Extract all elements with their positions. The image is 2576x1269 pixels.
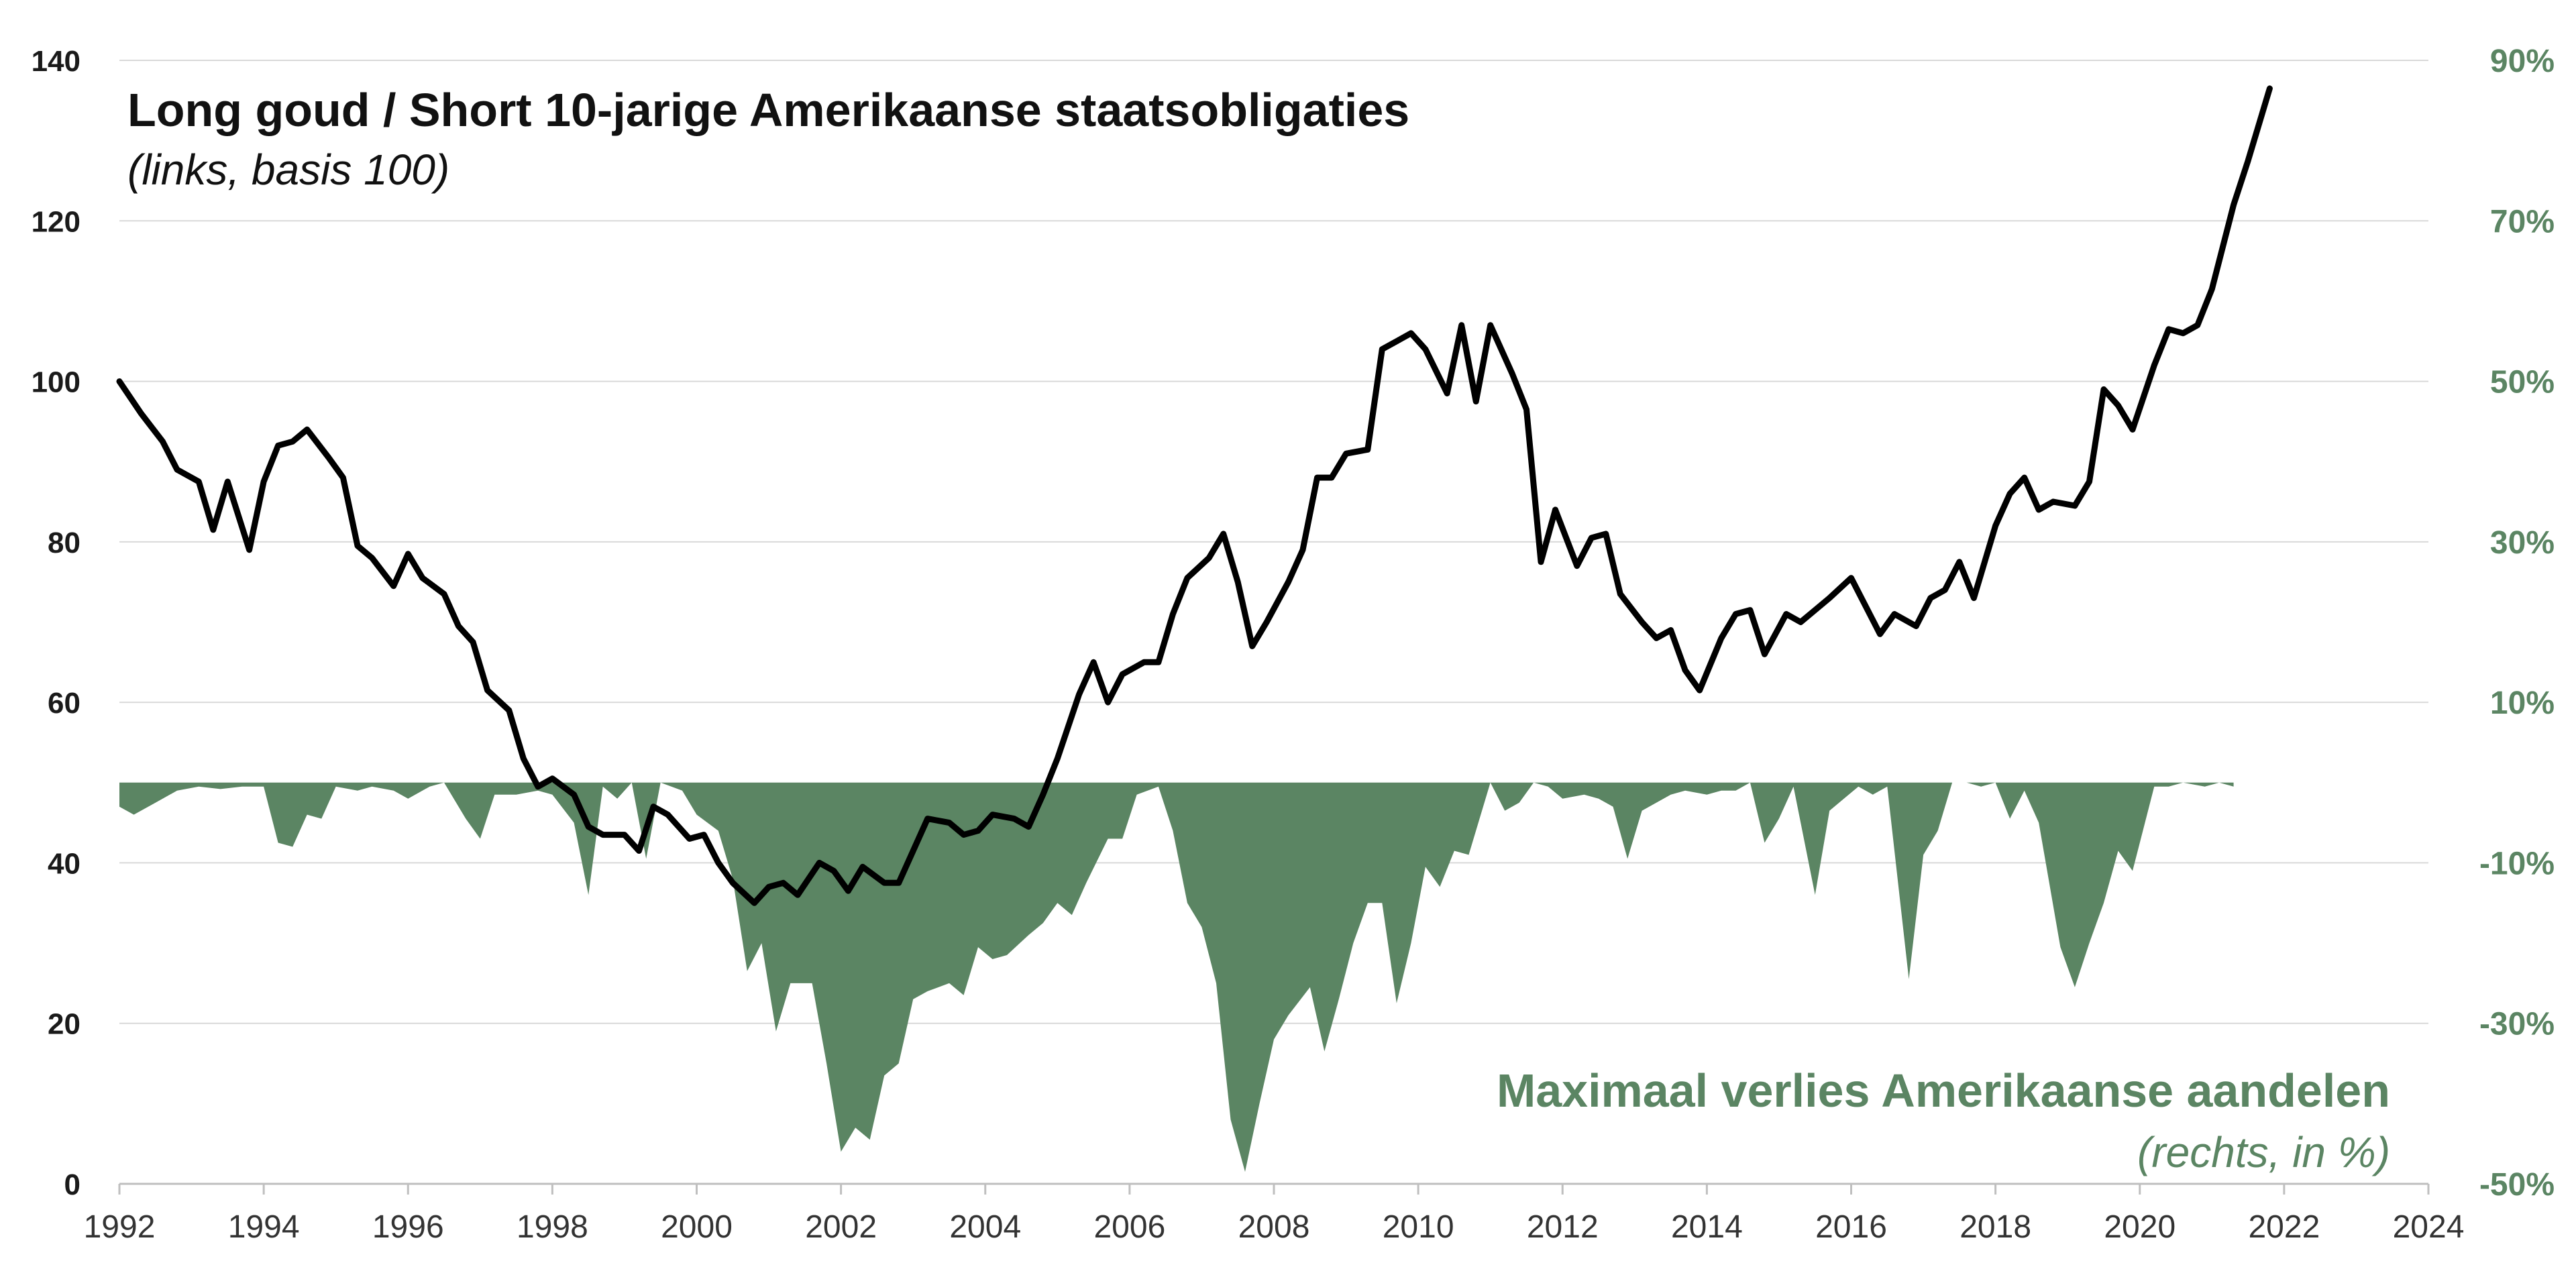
chart-subtitle: (links, basis 100) (127, 146, 449, 194)
y-right-tick-label: 10% (2490, 685, 2555, 721)
y-left-tick-label: 0 (64, 1168, 80, 1201)
y-right-tick-label: -50% (2479, 1167, 2555, 1203)
x-tick-label: 2018 (1960, 1209, 2031, 1245)
chart-title: Long goud / Short 10-jarige Amerikaanse … (127, 84, 1409, 136)
y-right-tick-label: 50% (2490, 365, 2555, 400)
y-left-tick-label: 20 (48, 1008, 80, 1041)
y-right-tick-label: -10% (2479, 846, 2555, 881)
x-tick-label: 1998 (517, 1209, 588, 1245)
y-left-tick-label: 60 (48, 687, 80, 720)
y-axis-left: 0 20 40 60 80 100 120 140 (32, 45, 80, 1201)
y-left-tick-label: 120 (32, 205, 80, 238)
y-left-tick-label: 40 (48, 847, 80, 880)
x-tick-label: 2006 (1093, 1209, 1165, 1245)
x-tick-label: 2024 (2393, 1209, 2465, 1245)
series-line-gold-vs-bonds (116, 85, 2273, 906)
y-right-tick-label: 90% (2490, 44, 2555, 79)
x-tick-label: 1992 (84, 1209, 156, 1245)
x-tick-label: 2010 (1383, 1209, 1454, 1245)
x-tick-label: 2012 (1527, 1209, 1599, 1245)
y-right-tick-label: -30% (2479, 1007, 2555, 1042)
y-left-tick-label: 100 (32, 366, 80, 399)
annotation-area-title: Maximaal verlies Amerikaanse aandelen (1497, 1064, 2390, 1117)
x-tick-label: 2022 (2248, 1209, 2320, 1245)
x-tick-label: 2000 (661, 1209, 733, 1245)
x-tick-label: 1994 (228, 1209, 300, 1245)
y-axis-right: -50% -30% -10% 10% 30% 50% 70% 90% (2479, 44, 2555, 1203)
x-tick-label: 2004 (949, 1209, 1021, 1245)
x-tick-label: 1996 (372, 1209, 444, 1245)
y-right-tick-label: 30% (2490, 525, 2555, 561)
y-left-tick-label: 80 (48, 527, 80, 559)
x-tick-label: 2016 (1815, 1209, 1887, 1245)
y-left-tick-label: 140 (32, 45, 80, 78)
annotation-area-subtitle: (rechts, in %) (2137, 1128, 2390, 1176)
x-tick-label: 2014 (1671, 1209, 1743, 1245)
x-tick-label: 2008 (1238, 1209, 1310, 1245)
x-tick-label: 2002 (805, 1209, 877, 1245)
x-tick-label: 2020 (2104, 1209, 2176, 1245)
x-axis-ticks: 1992 1994 1996 1998 2000 2002 2004 2006 2008 2010… (84, 1184, 2465, 1245)
y-right-tick-label: 70% (2490, 204, 2555, 239)
